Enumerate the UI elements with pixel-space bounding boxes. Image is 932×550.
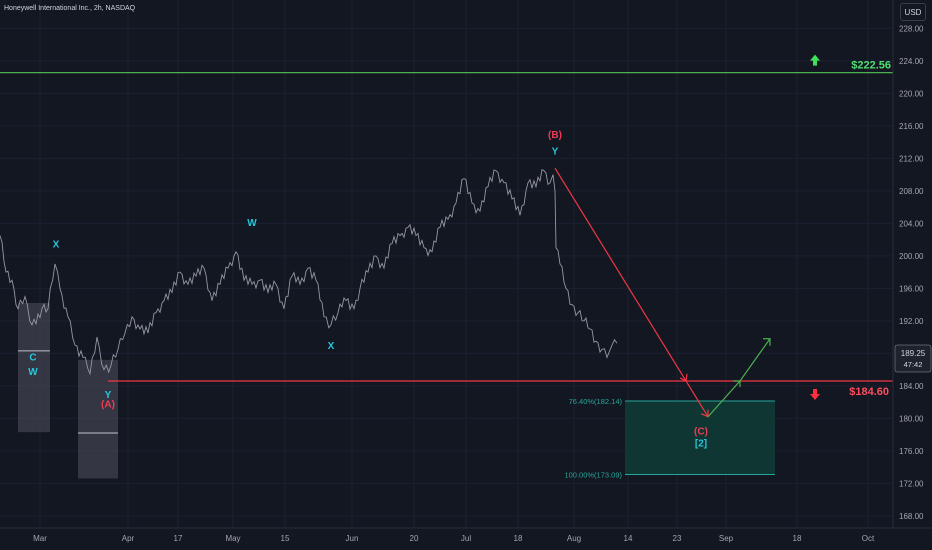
time-axis[interactable]: Mar Apr 17 May 15 Jun 20 Jul 18 Aug 14 23 Sep 18 Oct	[33, 534, 875, 543]
symbol-title: Honeywell International Inc., 2h, NASDAQ	[4, 5, 136, 12]
resistance-label: $222.56	[851, 60, 891, 72]
projection-down-line	[554, 167, 709, 418]
y-tick-label: 176.00	[899, 447, 924, 456]
y-tick-label: 212.00	[899, 154, 924, 163]
price-axis[interactable]: 168.00172.00176.00180.00184.00188.00192.…	[899, 24, 924, 520]
projection-down-arrowhead	[679, 373, 688, 382]
arrow-up-icon	[810, 54, 820, 66]
wave-label: X	[328, 341, 335, 352]
y-tick-label: 200.00	[899, 252, 924, 261]
wave-label: [2]	[695, 439, 707, 450]
fib-target-box	[625, 400, 775, 475]
y-tick-label: 196.00	[899, 284, 924, 293]
grid	[0, 0, 893, 528]
wave-label: C	[29, 353, 36, 364]
wave-label: W	[247, 218, 257, 229]
y-tick-label: 184.00	[899, 382, 924, 391]
y-tick-label: 172.00	[899, 479, 924, 488]
currency-button[interactable]: USD	[900, 3, 926, 21]
wave-w-box	[18, 302, 50, 433]
projection-c-arrowhead	[700, 409, 709, 418]
x-tick-label: Jun	[346, 534, 359, 543]
x-tick-label: 18	[793, 534, 802, 543]
price-series	[0, 169, 618, 376]
price-levels: $222.56 $184.60	[0, 54, 893, 400]
y-tick-label: 220.00	[899, 89, 924, 98]
wave-label: (A)	[101, 400, 115, 411]
projection-up-mid-arrowhead	[733, 380, 741, 387]
y-tick-label: 180.00	[899, 414, 924, 423]
y-tick-label: 228.00	[899, 24, 924, 33]
y-tick-label: 216.00	[899, 122, 924, 131]
x-tick-label: 17	[174, 534, 183, 543]
wave-label: Y	[105, 390, 112, 401]
price-badge-box	[894, 344, 932, 373]
wave-label: (B)	[548, 130, 562, 141]
x-tick-label: Apr	[122, 534, 135, 543]
arrow-down-icon	[810, 388, 820, 400]
x-tick-label: Sep	[719, 534, 734, 543]
projection-arrows	[554, 167, 771, 418]
price-line	[0, 169, 618, 376]
wave-a-box	[78, 359, 118, 479]
wave-boxes	[18, 302, 118, 479]
fib-level-label: 100.00%(173.09)	[564, 470, 622, 479]
x-tick-label: 14	[624, 534, 633, 543]
x-tick-label: Jul	[461, 534, 471, 543]
x-tick-label: May	[225, 534, 240, 543]
x-tick-label: 15	[281, 534, 290, 543]
support-label: $184.60	[849, 386, 889, 398]
projection-up-arrowhead	[763, 338, 771, 346]
x-tick-label: Aug	[567, 534, 581, 543]
y-tick-label: 204.00	[899, 219, 924, 228]
price-badge: 189.25 47:42	[894, 344, 932, 373]
wave-label: W	[28, 367, 38, 378]
price-badge-value: 189.25	[901, 349, 926, 358]
target-zone: 76.40%(182.14) 100.00%(173.09)	[564, 397, 775, 479]
wave-label: Y	[552, 146, 559, 157]
y-tick-label: 192.00	[899, 317, 924, 326]
x-tick-label: 20	[410, 534, 419, 543]
x-tick-label: 18	[514, 534, 523, 543]
x-tick-label: Mar	[33, 534, 47, 543]
price-badge-countdown: 47:42	[904, 360, 923, 369]
y-tick-label: 208.00	[899, 187, 924, 196]
wave-label: X	[53, 240, 60, 251]
wave-label: (C)	[694, 427, 708, 438]
y-tick-label: 168.00	[899, 512, 924, 521]
y-tick-label: 224.00	[899, 57, 924, 66]
fib-level-label: 76.40%(182.14)	[569, 397, 623, 406]
x-tick-label: Oct	[862, 534, 875, 543]
x-tick-label: 23	[673, 534, 682, 543]
